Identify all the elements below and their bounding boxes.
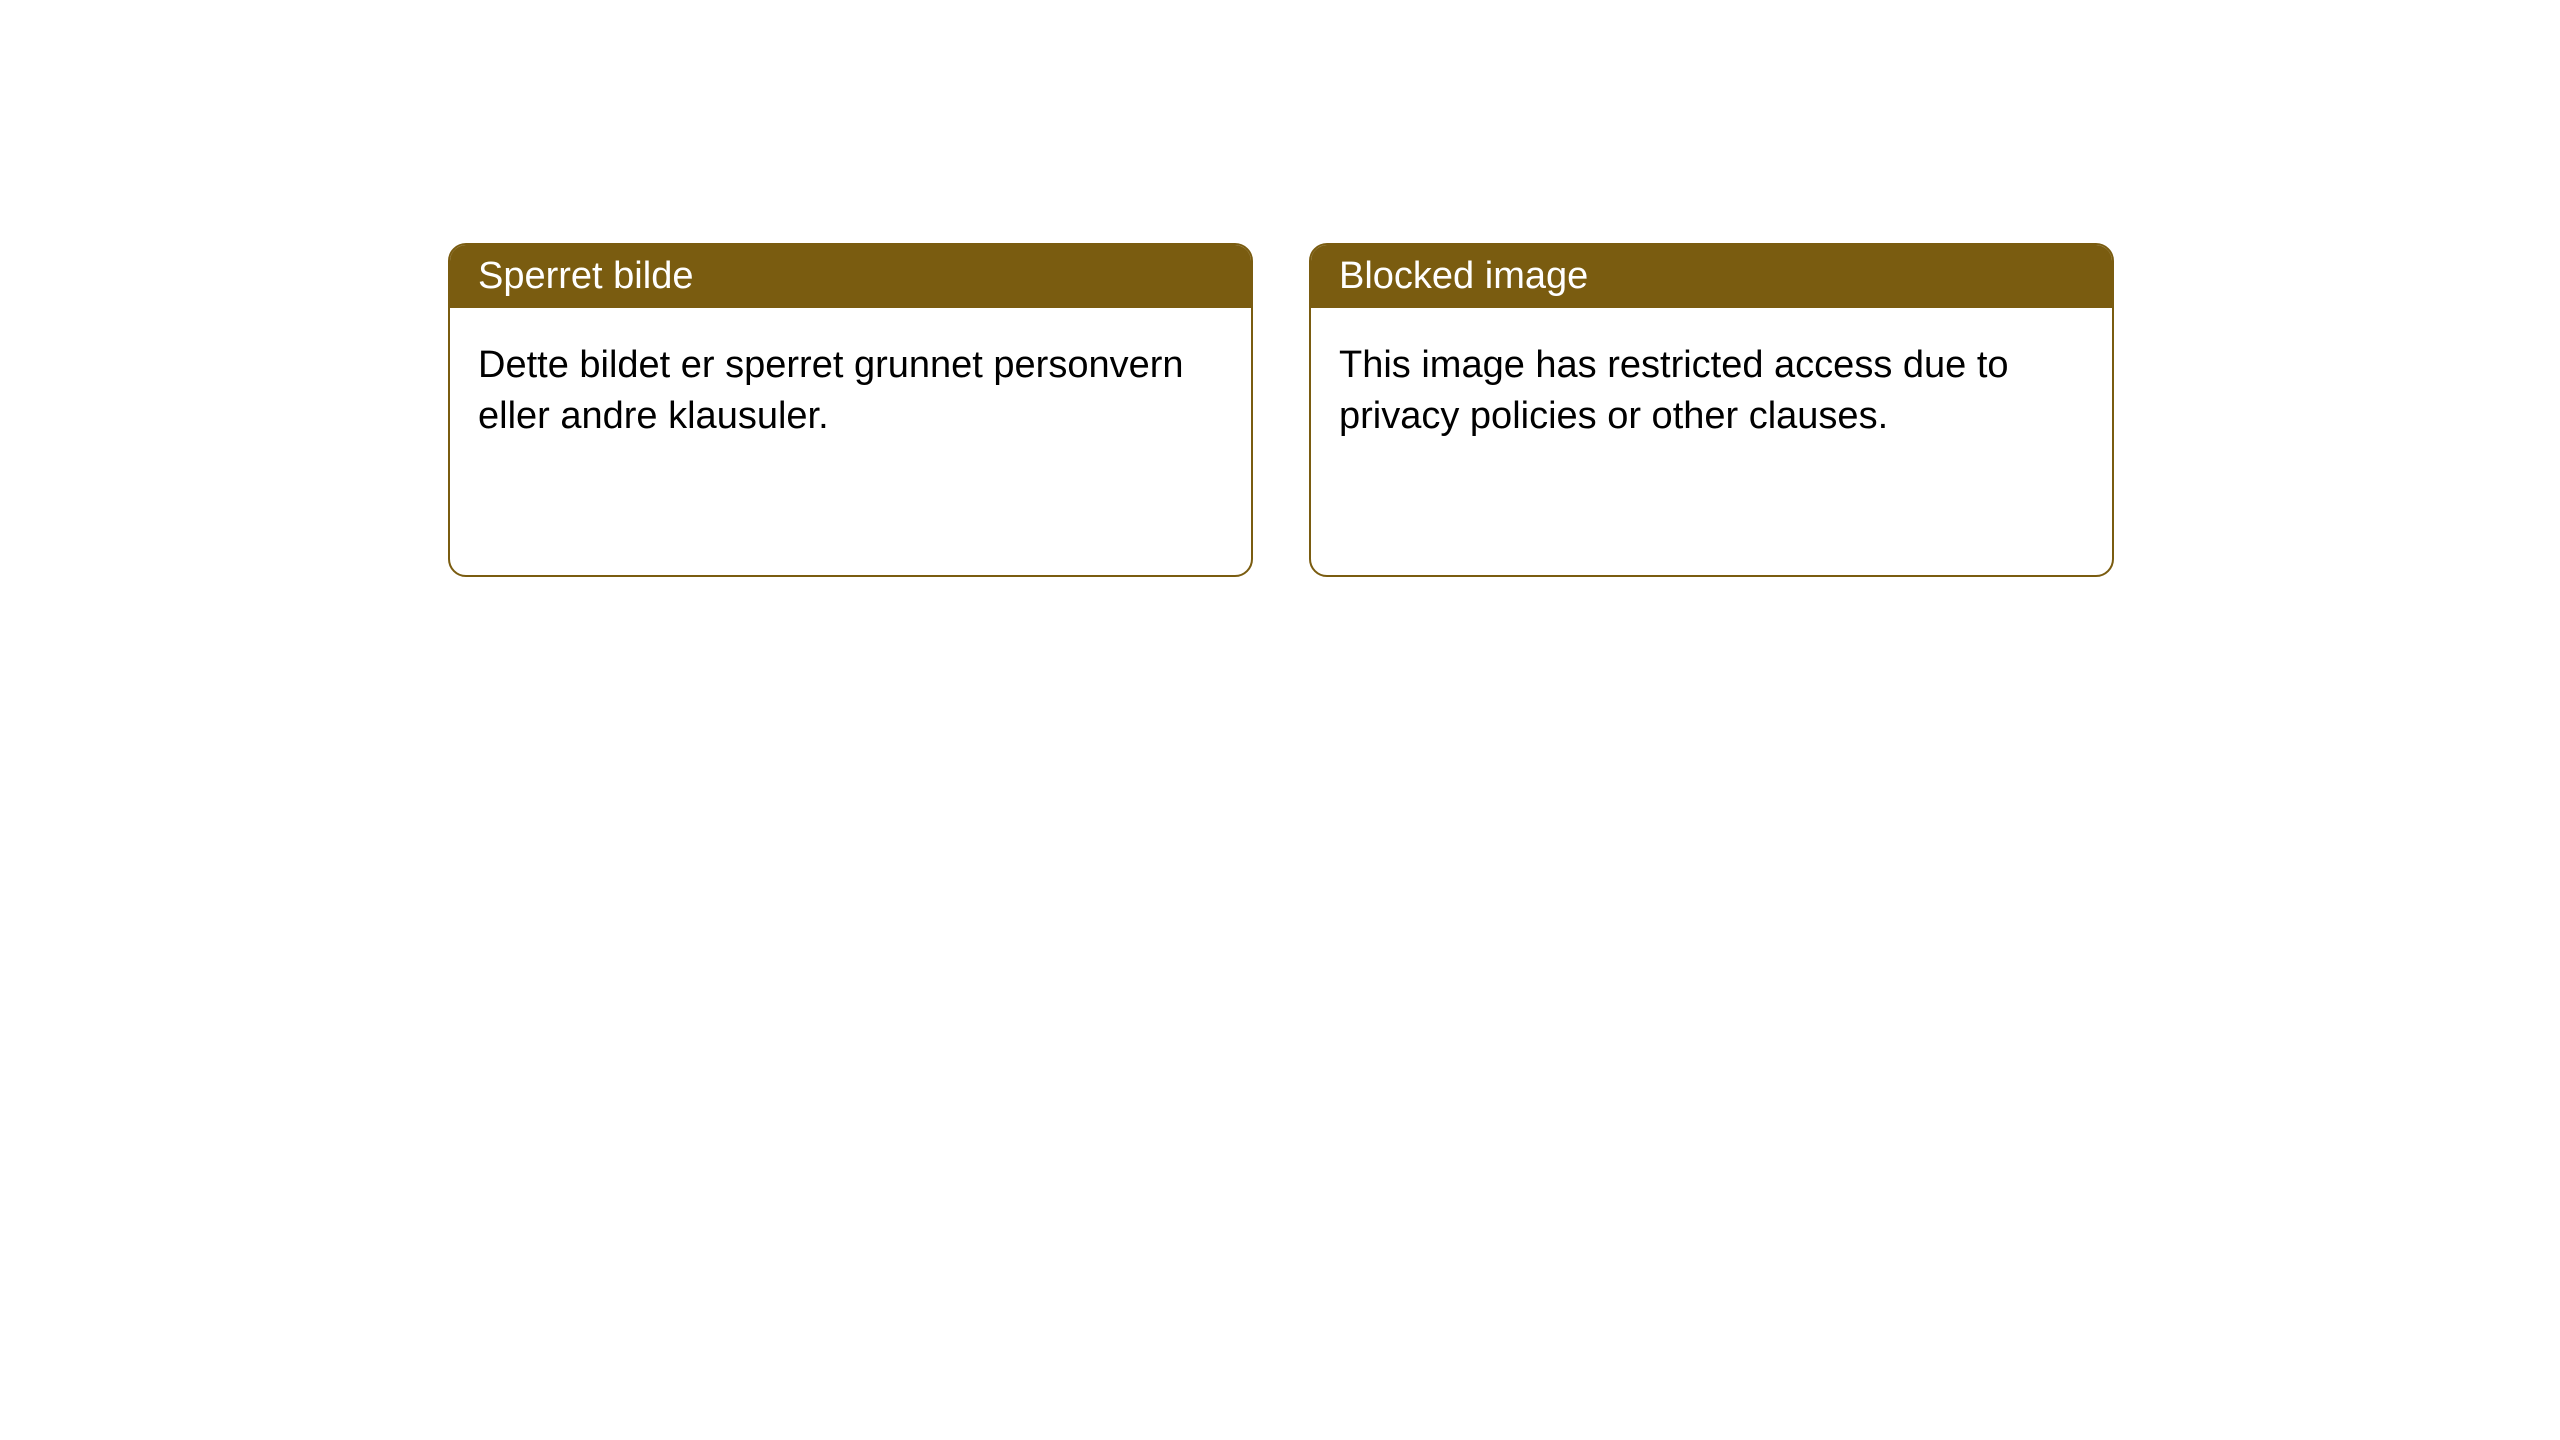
card-body-text: This image has restricted access due to …: [1339, 344, 2009, 437]
notice-card-english: Blocked image This image has restricted …: [1309, 243, 2114, 577]
notice-card-norwegian: Sperret bilde Dette bildet er sperret gr…: [448, 243, 1253, 577]
card-body: This image has restricted access due to …: [1311, 308, 2112, 475]
card-header: Blocked image: [1311, 245, 2112, 308]
card-body-text: Dette bildet er sperret grunnet personve…: [478, 344, 1184, 437]
card-header: Sperret bilde: [450, 245, 1251, 308]
notice-cards-container: Sperret bilde Dette bildet er sperret gr…: [448, 243, 2114, 577]
card-title: Blocked image: [1339, 255, 1588, 297]
card-title: Sperret bilde: [478, 255, 693, 297]
card-body: Dette bildet er sperret grunnet personve…: [450, 308, 1251, 475]
